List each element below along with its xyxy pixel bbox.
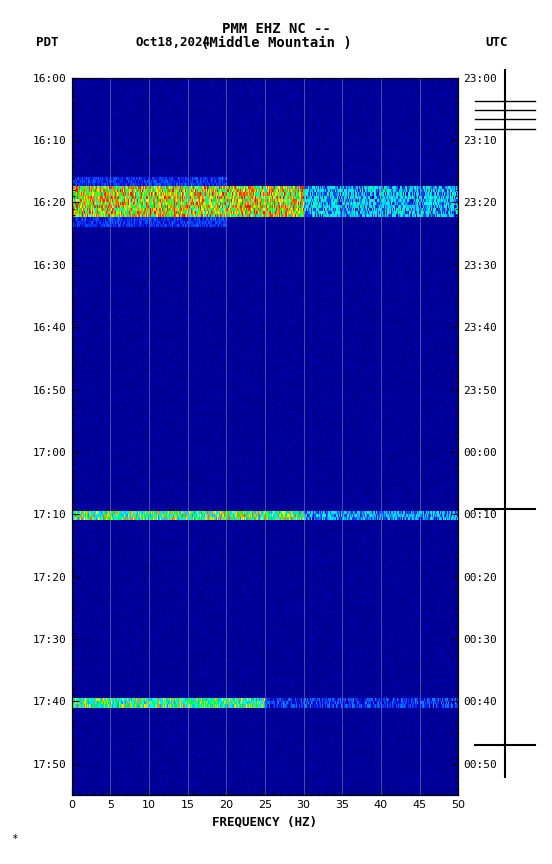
X-axis label: FREQUENCY (HZ): FREQUENCY (HZ) (213, 816, 317, 829)
Text: PMM EHZ NC --: PMM EHZ NC -- (221, 22, 331, 35)
Text: UTC: UTC (486, 36, 508, 49)
Text: PDT: PDT (36, 36, 59, 49)
Text: Oct18,2024: Oct18,2024 (135, 36, 210, 49)
Text: (Middle Mountain ): (Middle Mountain ) (200, 36, 352, 50)
Text: *: * (11, 835, 18, 844)
